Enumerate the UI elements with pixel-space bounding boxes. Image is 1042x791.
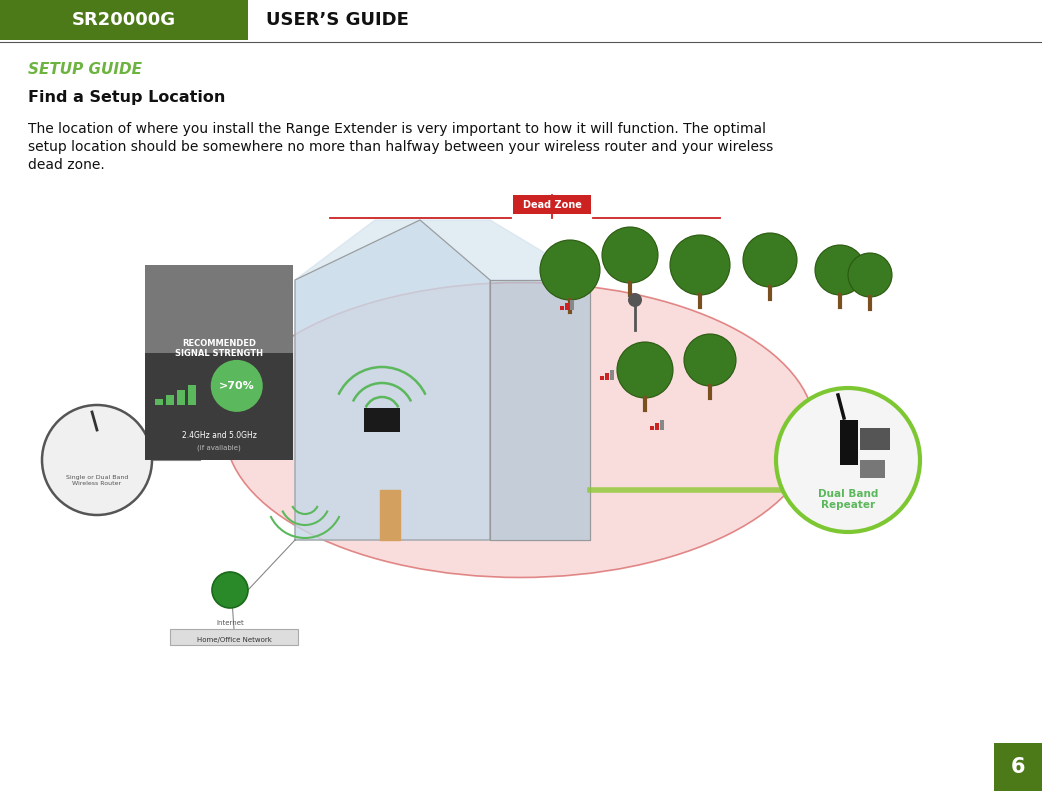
Bar [650, 426, 654, 430]
Bar [600, 376, 604, 380]
Text: setup location should be somewhere no more than halfway between your wireless ro: setup location should be somewhere no mo… [28, 140, 773, 154]
Bar [170, 629, 298, 645]
Polygon shape [490, 280, 590, 540]
Circle shape [540, 240, 600, 300]
Bar [570, 300, 574, 310]
Circle shape [212, 572, 248, 608]
Bar [145, 353, 293, 460]
Circle shape [602, 227, 658, 283]
Text: The location of where you install the Range Extender is very important to how it: The location of where you install the Ra… [28, 122, 766, 136]
Bar [860, 428, 890, 450]
Polygon shape [295, 220, 590, 280]
Bar [660, 420, 664, 430]
Ellipse shape [225, 282, 815, 577]
Polygon shape [295, 220, 490, 540]
Text: 2.4GHz and 5.0GHz: 2.4GHz and 5.0GHz [181, 431, 256, 440]
Bar [0, 0, 248, 40]
Text: USER’S GUIDE: USER’S GUIDE [266, 11, 408, 29]
Bar [513, 195, 591, 214]
Bar [145, 265, 293, 353]
Circle shape [617, 342, 673, 398]
Circle shape [815, 245, 865, 295]
Text: (if available): (if available) [197, 445, 241, 451]
Text: >70%: >70% [219, 381, 254, 391]
Bar [177, 391, 185, 406]
Bar [840, 420, 858, 465]
Bar [994, 743, 1042, 791]
Text: dead zone.: dead zone. [28, 158, 105, 172]
Text: SR20000G: SR20000G [72, 11, 176, 29]
Bar [166, 396, 174, 406]
Circle shape [776, 388, 920, 532]
Bar [560, 306, 564, 310]
Circle shape [684, 334, 736, 386]
Circle shape [628, 293, 642, 307]
Text: 6: 6 [1011, 757, 1025, 777]
Bar [860, 460, 885, 478]
Bar [565, 303, 569, 310]
Circle shape [743, 233, 797, 287]
Text: Home/Office Network: Home/Office Network [197, 637, 271, 643]
Text: Internet: Internet [216, 620, 244, 626]
Circle shape [670, 235, 730, 295]
Bar [188, 385, 196, 406]
Bar [655, 423, 659, 430]
Text: SETUP GUIDE: SETUP GUIDE [28, 62, 142, 77]
Text: Dead Zone: Dead Zone [522, 199, 581, 210]
Text: RECOMMENDED
SIGNAL STRENGTH: RECOMMENDED SIGNAL STRENGTH [175, 339, 263, 358]
Circle shape [42, 405, 152, 515]
Bar [155, 399, 163, 406]
Polygon shape [380, 490, 400, 540]
Bar [364, 408, 400, 432]
Bar [610, 370, 614, 380]
Circle shape [848, 253, 892, 297]
Bar [605, 373, 609, 380]
Text: Find a Setup Location: Find a Setup Location [28, 90, 225, 105]
Circle shape [210, 360, 263, 412]
Text: Dual Band
Repeater: Dual Band Repeater [818, 489, 878, 510]
Text: Single or Dual Band
Wireless Router: Single or Dual Band Wireless Router [66, 475, 128, 486]
